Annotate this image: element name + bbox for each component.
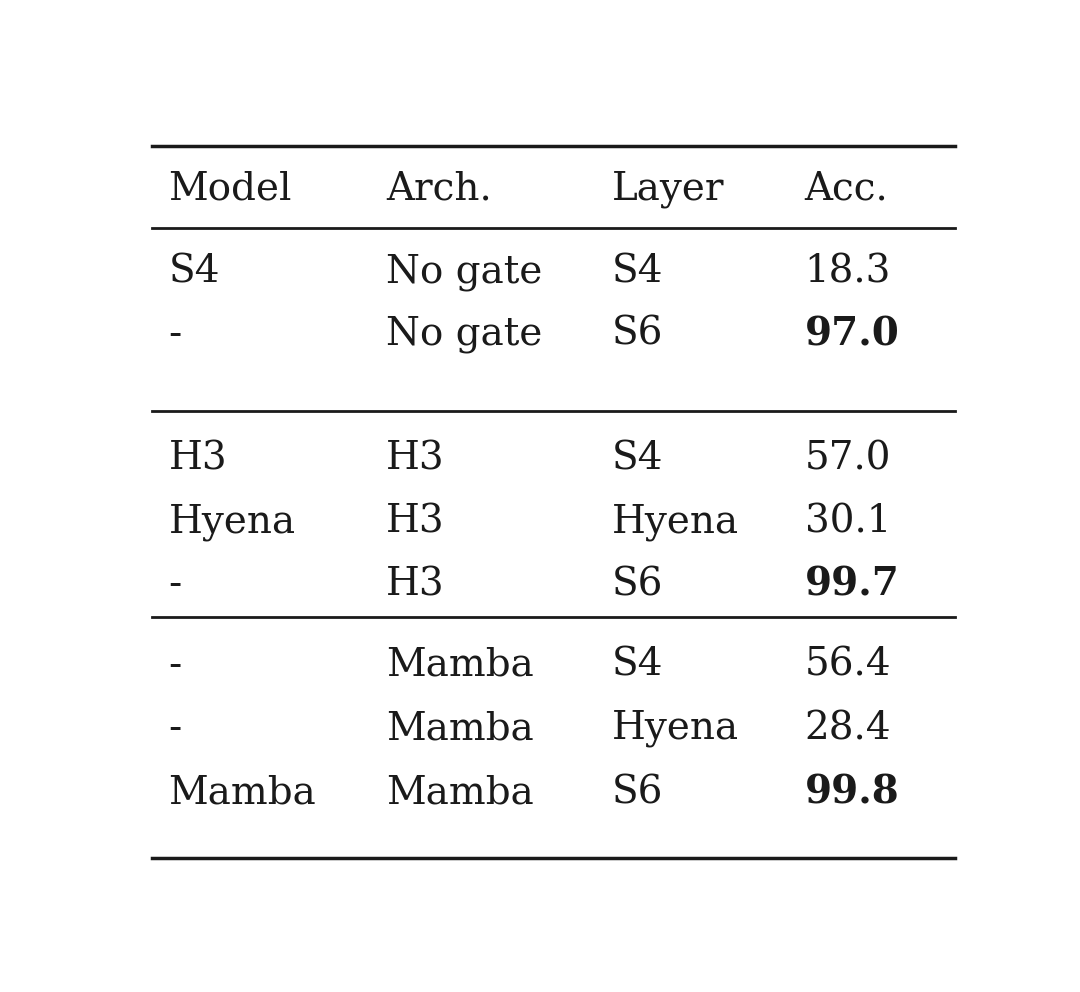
Text: -: - [168, 647, 181, 683]
Text: S4: S4 [612, 440, 663, 477]
Text: 57.0: 57.0 [805, 440, 891, 477]
Text: -: - [168, 710, 181, 747]
Text: Mamba: Mamba [387, 710, 534, 747]
Text: S4: S4 [612, 253, 663, 291]
Text: H3: H3 [387, 566, 445, 603]
Text: Mamba: Mamba [387, 647, 534, 683]
Text: -: - [168, 315, 181, 353]
Text: Hyena: Hyena [612, 710, 739, 747]
Text: Mamba: Mamba [387, 774, 534, 811]
Text: No gate: No gate [387, 315, 542, 353]
Text: S6: S6 [612, 774, 663, 811]
Text: 99.7: 99.7 [805, 566, 900, 604]
Text: No gate: No gate [387, 253, 542, 291]
Text: S6: S6 [612, 315, 663, 353]
Text: 97.0: 97.0 [805, 315, 900, 353]
Text: 99.8: 99.8 [805, 774, 900, 811]
Text: Model: Model [168, 171, 292, 207]
Text: Layer: Layer [612, 171, 725, 208]
Text: 30.1: 30.1 [805, 504, 891, 541]
Text: 28.4: 28.4 [805, 710, 891, 747]
Text: H3: H3 [168, 440, 227, 477]
Text: Arch.: Arch. [387, 171, 491, 207]
Text: H3: H3 [387, 440, 445, 477]
Text: H3: H3 [387, 504, 445, 541]
Text: -: - [168, 566, 181, 603]
Text: Mamba: Mamba [168, 774, 316, 811]
Text: Hyena: Hyena [612, 504, 739, 541]
Text: Hyena: Hyena [168, 504, 296, 541]
Text: 56.4: 56.4 [805, 647, 891, 683]
Text: Acc.: Acc. [805, 171, 889, 207]
Text: S4: S4 [612, 647, 663, 683]
Text: S6: S6 [612, 566, 663, 603]
Text: S4: S4 [168, 253, 220, 291]
Text: 18.3: 18.3 [805, 253, 891, 291]
